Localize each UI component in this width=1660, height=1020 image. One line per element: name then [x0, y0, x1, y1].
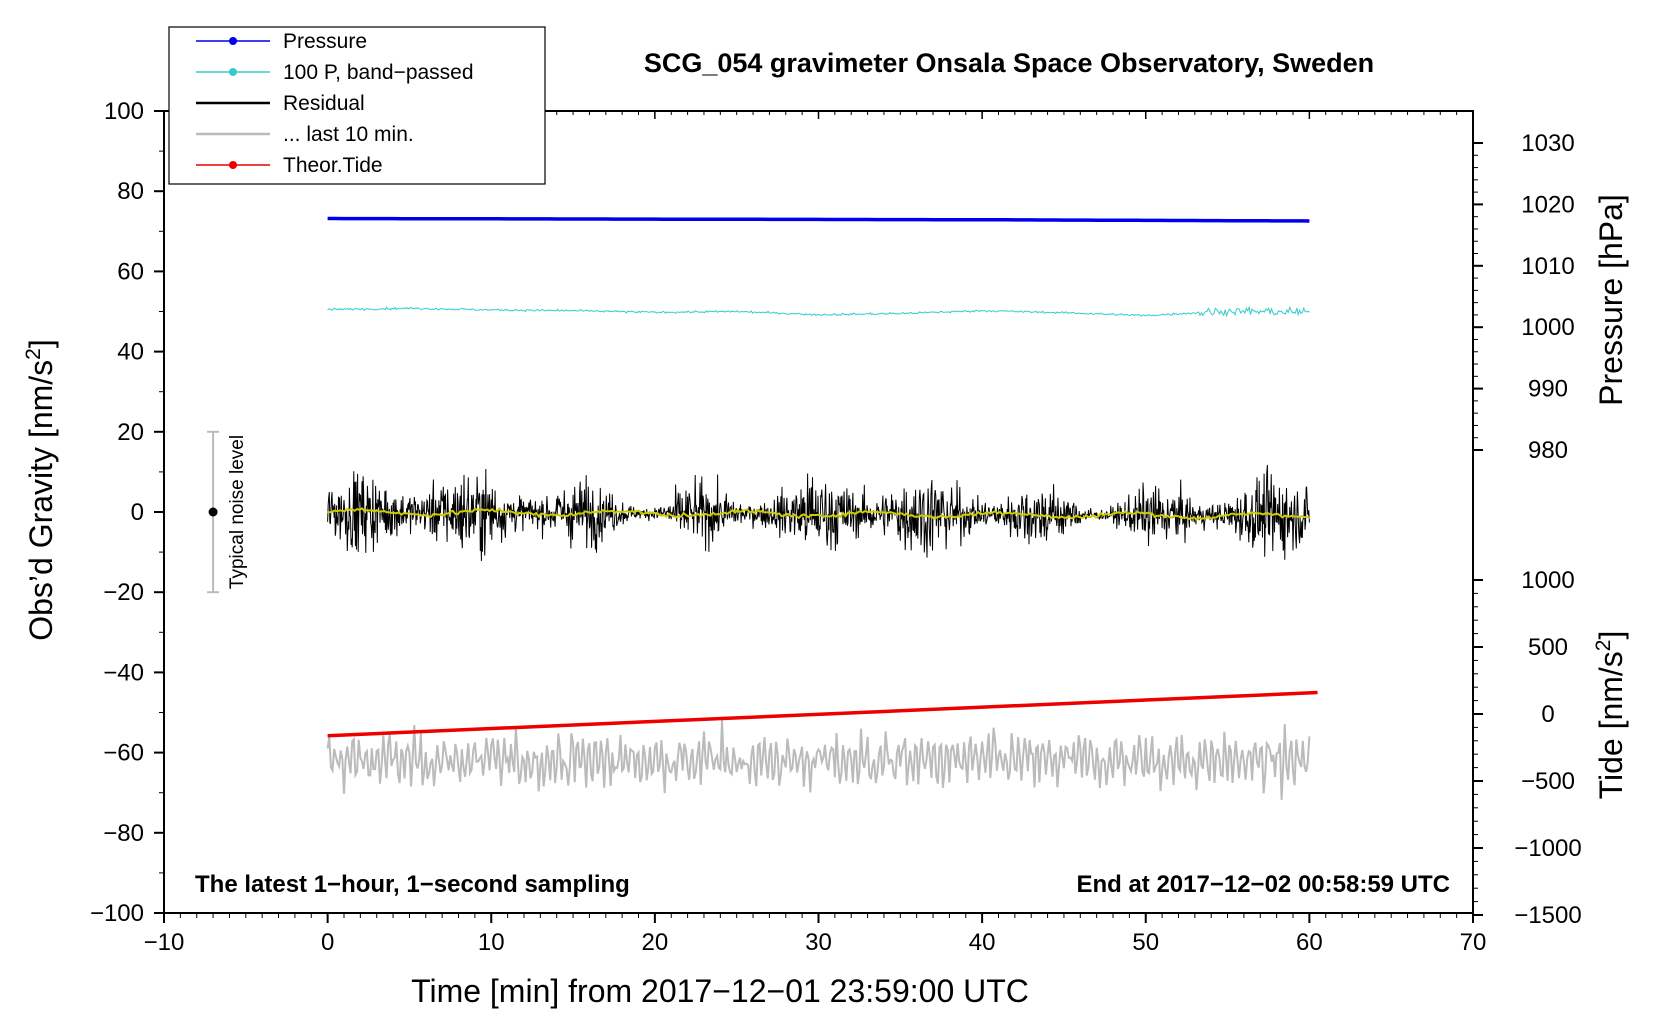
- legend-dot-0: [229, 37, 237, 45]
- axes-layer: Typical noise level−10 0 10 20 30 40 50 60 70100…: [90, 98, 1582, 956]
- y-tick-label--60: −60: [103, 740, 144, 767]
- legend-items: Pressure 100 P, band−passed Residual ... la…: [196, 30, 474, 177]
- x-tick-label-60: 60: [1296, 929, 1323, 956]
- y-tick-label-40: 40: [117, 339, 144, 366]
- legend-label-2: Residual: [283, 92, 365, 115]
- x-tick-label-20: 20: [642, 929, 669, 956]
- data-layer: [326, 216, 1318, 800]
- y-tick-label-80: 80: [117, 178, 144, 205]
- legend: Pressure 100 P, band−passed Residual ... la…: [168, 26, 546, 185]
- legend-label-1: 100 P, band−passed: [283, 61, 474, 84]
- tide-tick-label-500: 500: [1528, 634, 1568, 661]
- pressure-tick-label-1010: 1010: [1521, 253, 1574, 280]
- noise-bar-center-dot: [208, 507, 218, 517]
- tide-tick-label--1000: −1000: [1514, 835, 1581, 862]
- y-axis-title-tide: Tide [nm/s2]: [1592, 631, 1629, 800]
- y-axis-title-left-end: ]: [23, 339, 59, 348]
- y-tick-label--40: −40: [103, 659, 144, 686]
- legend-dot-4: [229, 161, 237, 169]
- note-left: The latest 1−hour, 1−second sampling: [195, 871, 630, 898]
- y-axis-title-left-text: Obs’d Gravity [nm/s: [23, 360, 59, 641]
- tide-tick-label-0: 0: [1541, 701, 1554, 728]
- y-axis-title-left: Obs’d Gravity [nm/s2]: [22, 339, 59, 641]
- pressure-tick-label-1030: 1030: [1521, 130, 1574, 157]
- noise-bar-label: Typical noise level: [227, 435, 248, 589]
- note-right: End at 2017−12−02 00:58:59 UTC: [1076, 871, 1450, 898]
- legend-label-3: ... last 10 min.: [283, 123, 414, 146]
- y-tick-label--20: −20: [103, 579, 144, 606]
- pressure-tick-label-1020: 1020: [1521, 191, 1574, 218]
- x-tick-label-70: 70: [1460, 929, 1487, 956]
- legend-label-0: Pressure: [283, 30, 367, 53]
- x-tick-label-0: 0: [321, 929, 334, 956]
- x-tick-label-10: 10: [478, 929, 505, 956]
- tide-tick-label--1500: −1500: [1514, 902, 1581, 929]
- y-tick-label-0: 0: [131, 499, 144, 526]
- y-axis-title-left-sup: 2: [22, 348, 45, 360]
- pressure-tick-label-980: 980: [1528, 437, 1568, 464]
- series-band-passed-line: [327, 305, 1310, 318]
- legend-label-4: Theor.Tide: [283, 154, 383, 177]
- x-tick-label--10: −10: [144, 929, 185, 956]
- x-tick-label-50: 50: [1132, 929, 1159, 956]
- series-theor-tide-line: [327, 690, 1318, 738]
- y-tick-label--80: −80: [103, 820, 144, 847]
- y-tick-label-20: 20: [117, 419, 144, 446]
- legend-box: [168, 26, 546, 185]
- tide-tick-label--500: −500: [1521, 768, 1575, 795]
- pressure-tick-label-1000: 1000: [1521, 314, 1574, 341]
- series-pressure-line: [327, 216, 1310, 223]
- y-tick-label-60: 60: [117, 258, 144, 285]
- y-axis-title-tide-text: Tide [nm/s: [1593, 651, 1629, 799]
- y-axis-title-pressure: Pressure [hPa]: [1593, 194, 1629, 406]
- y-tick-label--100: −100: [90, 900, 144, 927]
- y-axis-title-tide-end: ]: [1593, 631, 1629, 640]
- series-residual-line: [327, 464, 1310, 562]
- chart-title: SCG_054 gravimeter Onsala Space Observat…: [644, 48, 1374, 78]
- legend-dot-1: [229, 68, 237, 76]
- x-tick-label-30: 30: [805, 929, 832, 956]
- series-last-10-min-line: [326, 720, 1311, 800]
- tide-tick-label-1000: 1000: [1521, 567, 1574, 594]
- x-axis-title: Time [min] from 2017−12−01 23:59:00 UTC: [411, 973, 1029, 1009]
- y-tick-label-100: 100: [104, 98, 144, 125]
- x-tick-label-40: 40: [969, 929, 996, 956]
- y-axis-title-tide-sup: 2: [1592, 640, 1615, 652]
- pressure-tick-label-990: 990: [1528, 376, 1568, 403]
- series-residual-mean-line: [327, 506, 1310, 521]
